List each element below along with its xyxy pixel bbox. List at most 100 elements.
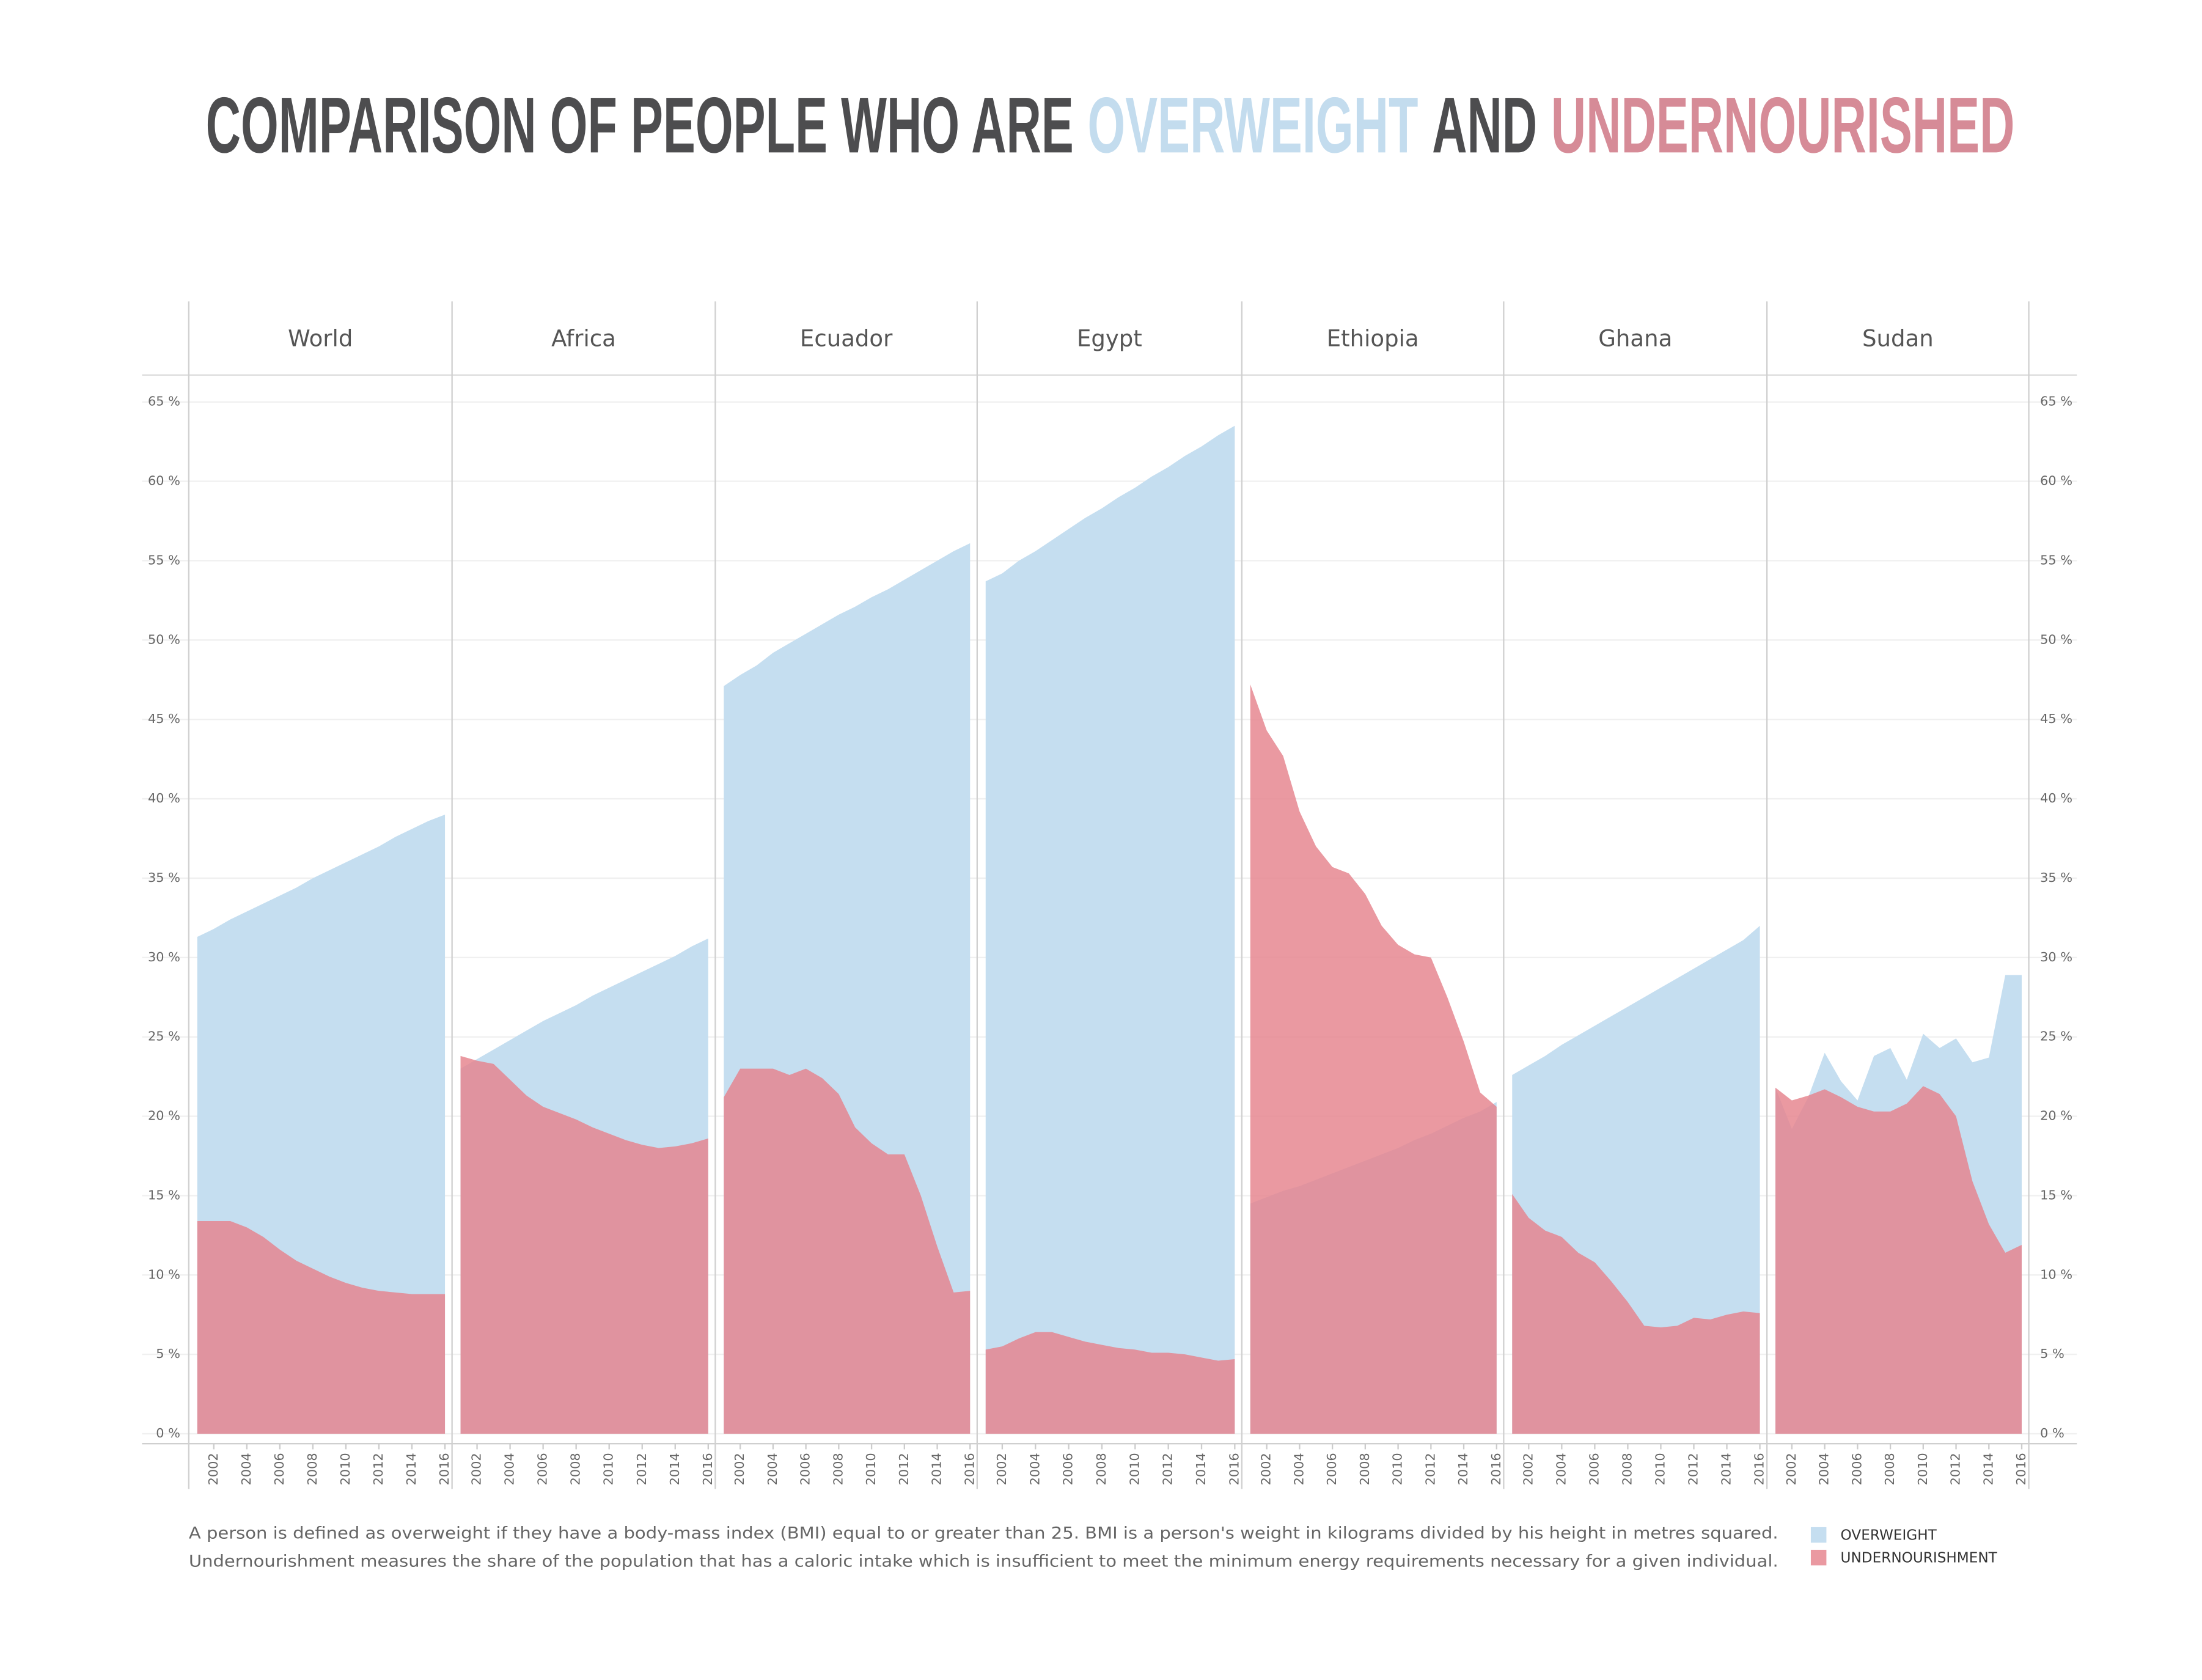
x-tick-label: 2010	[338, 1453, 353, 1485]
x-tick-label: 2008	[831, 1453, 845, 1485]
title-part: AND	[1432, 82, 1537, 170]
x-tick-label: 2008	[568, 1453, 583, 1485]
area	[724, 1068, 971, 1434]
y-tick-label: 60 %	[2040, 474, 2072, 488]
x-tick-label: 2004	[1027, 1453, 1042, 1485]
x-tick-label: 2004	[1291, 1453, 1306, 1485]
area	[460, 1055, 708, 1434]
title-part: COMPARISON OF PEOPLE WHO ARE	[206, 82, 1074, 170]
legend-label: UNDERNOURISHMENT	[1841, 1550, 1998, 1566]
x-tick-label: 2010	[1390, 1453, 1405, 1485]
title-part: OVERWEIGHT	[1087, 82, 1418, 170]
x-tick-label: 2016	[962, 1453, 977, 1485]
x-tick-label: 2012	[1161, 1453, 1175, 1485]
x-tick-label: 2014	[667, 1453, 682, 1485]
x-tick-label: 2012	[1686, 1453, 1700, 1485]
panel-title: Ecuador	[800, 325, 893, 351]
x-tick-label: 2006	[272, 1453, 287, 1485]
frame	[142, 374, 2077, 1445]
y-tick-label: 40 %	[148, 791, 180, 805]
x-tick-label: 2002	[732, 1453, 747, 1485]
area	[1775, 1086, 2022, 1434]
x-tick-label: 2008	[305, 1453, 320, 1485]
x-tick-label: 2016	[700, 1453, 715, 1485]
y-tick-label: 10 %	[2040, 1267, 2072, 1282]
y-tick-label: 5 %	[2040, 1346, 2064, 1361]
y-tick-label: 55 %	[148, 552, 180, 567]
x-tick-label: 2010	[1653, 1453, 1667, 1485]
x-tick-label: 2004	[1554, 1453, 1568, 1485]
x-tick-label: 2002	[1784, 1453, 1799, 1485]
legend-swatch	[1810, 1527, 1827, 1543]
y-tick-label: 35 %	[2040, 870, 2072, 885]
y-tick-label: 65 %	[2040, 394, 2072, 409]
x-tick-label: 2016	[1227, 1453, 1241, 1485]
panel-title: Ethiopia	[1327, 325, 1419, 351]
y-tick-label: 15 %	[2040, 1187, 2072, 1202]
y-tick-label: 0 %	[2040, 1426, 2064, 1440]
y-tick-label: 50 %	[2040, 632, 2072, 647]
panel-title: World	[288, 325, 353, 351]
y-tick-label: 45 %	[2040, 711, 2072, 726]
x-tick-label: 2002	[1521, 1453, 1535, 1485]
panel-title: Sudan	[1862, 325, 1934, 351]
area	[1250, 684, 1497, 1434]
note: A person is defined as overweight if the…	[189, 1524, 1778, 1542]
panel-title: Ghana	[1598, 325, 1672, 351]
x-tick-label: 2010	[864, 1453, 878, 1485]
x-tick-label: 2004	[239, 1453, 254, 1485]
x-tick-label: 2014	[930, 1453, 944, 1485]
x-tick-label: 2006	[1849, 1453, 1864, 1485]
area	[985, 1332, 1235, 1434]
x-tick-label: 2016	[1489, 1453, 1503, 1485]
area	[985, 425, 1235, 1434]
y-tick-label: 50 %	[148, 632, 180, 647]
y-tick-label: 15 %	[148, 1187, 180, 1202]
x-tick-label: 2010	[601, 1453, 616, 1485]
x-tick-label: 2014	[1719, 1453, 1734, 1485]
x-tick-label: 2012	[1423, 1453, 1437, 1485]
x-tick-label: 2008	[1357, 1453, 1372, 1485]
y-tick-label: 35 %	[148, 870, 180, 885]
x-tick-label: 2016	[2014, 1453, 2028, 1485]
x-tick-label: 2014	[404, 1453, 419, 1485]
x-tick-label: 2006	[798, 1453, 813, 1485]
x-tick-label: 2002	[469, 1453, 484, 1485]
y-tick-label: 45 %	[148, 711, 180, 726]
x-tick-label: 2012	[897, 1453, 911, 1485]
y-tick-label: 10 %	[148, 1267, 180, 1282]
y-tick-label: 20 %	[148, 1109, 180, 1123]
x-tick-label: 2012	[1948, 1453, 1963, 1485]
x-tick-label: 2004	[502, 1453, 517, 1485]
x-tick-label: 2010	[1915, 1453, 1930, 1485]
x-tick-label: 2014	[1981, 1453, 1995, 1485]
x-tick-label: 2008	[1620, 1453, 1634, 1485]
x-tick-label: 2006	[535, 1453, 550, 1485]
x-tick-label: 2006	[1587, 1453, 1601, 1485]
x-tick-label: 2012	[634, 1453, 649, 1485]
x-tick-label: 2004	[1817, 1453, 1832, 1485]
y-tick-label: 30 %	[2040, 950, 2072, 964]
x-tick-label: 2014	[1456, 1453, 1470, 1485]
x-tick-label: 2004	[765, 1453, 780, 1485]
y-tick-label: 0 %	[156, 1426, 180, 1440]
area	[197, 1220, 446, 1434]
legend-label: OVERWEIGHT	[1841, 1527, 1937, 1543]
x-tick-label: 2002	[994, 1453, 1009, 1485]
x-tick-label: 2010	[1127, 1453, 1142, 1485]
x-tick-label: 2002	[1259, 1453, 1274, 1485]
y-tick-label: 25 %	[148, 1029, 180, 1044]
y-tick-label: 40 %	[2040, 791, 2072, 805]
y-tick-label: 30 %	[148, 950, 180, 964]
note: Undernourishment measures the share of t…	[189, 1552, 1778, 1571]
x-tick-label: 2002	[206, 1453, 221, 1485]
x-tick-label: 2006	[1061, 1453, 1076, 1485]
x-tick-label: 2008	[1094, 1453, 1109, 1485]
x-tick-label: 2006	[1324, 1453, 1339, 1485]
x-tick-label: 2012	[371, 1453, 386, 1485]
legend-swatch	[1810, 1549, 1827, 1566]
y-tick-label: 20 %	[2040, 1109, 2072, 1123]
panel-title: Egypt	[1077, 325, 1142, 351]
